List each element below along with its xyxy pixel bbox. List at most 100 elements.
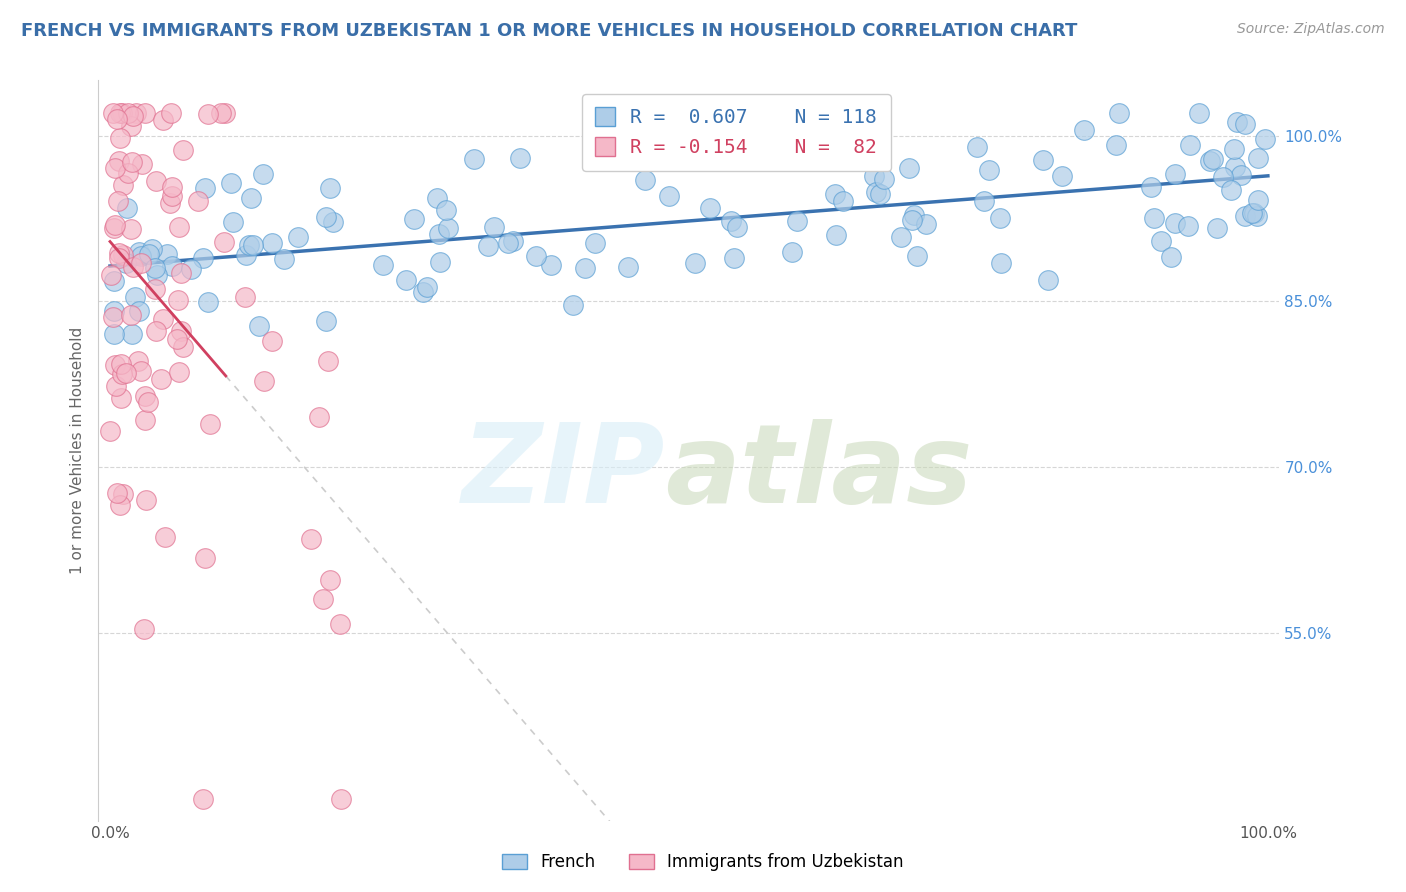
Point	[235, 248, 257, 262]
Point	[502, 234, 524, 248]
Point	[111, 367, 134, 381]
Point	[152, 113, 174, 128]
Point	[990, 256, 1012, 270]
Point	[1202, 152, 1225, 166]
Point	[160, 106, 183, 120]
Point	[170, 324, 193, 338]
Point	[191, 791, 214, 805]
Point	[131, 364, 153, 378]
Point	[463, 152, 485, 166]
Point	[658, 189, 681, 203]
Point	[988, 211, 1011, 225]
Point	[141, 242, 163, 256]
Point	[117, 106, 139, 120]
Point	[180, 262, 202, 277]
Point	[315, 314, 337, 328]
Point	[104, 358, 127, 372]
Point	[865, 186, 887, 200]
Point	[125, 106, 148, 120]
Point	[221, 214, 243, 228]
Point	[138, 247, 160, 261]
Point	[143, 260, 166, 275]
Point	[160, 260, 183, 274]
Point	[725, 219, 748, 234]
Point	[824, 186, 846, 201]
Point	[110, 357, 132, 371]
Text: ZIP: ZIP	[461, 419, 665, 526]
Point	[120, 222, 142, 236]
Point	[145, 324, 167, 338]
Point	[260, 334, 283, 349]
Point	[107, 194, 129, 208]
Point	[103, 220, 125, 235]
Point	[394, 273, 416, 287]
Point	[524, 249, 547, 263]
Point	[1073, 122, 1095, 136]
Point	[1243, 206, 1265, 220]
Point	[117, 166, 139, 180]
Point	[110, 498, 132, 512]
Point	[110, 391, 132, 405]
Point	[134, 389, 156, 403]
Point	[197, 294, 219, 309]
Point	[416, 280, 439, 294]
Point	[101, 310, 124, 324]
Point	[107, 246, 129, 260]
Point	[173, 340, 195, 354]
Point	[329, 617, 352, 632]
Point	[120, 119, 142, 133]
Point	[209, 106, 232, 120]
Point	[683, 256, 706, 270]
Y-axis label: 1 or more Vehicles in Household: 1 or more Vehicles in Household	[69, 326, 84, 574]
Point	[979, 162, 1001, 177]
Point	[100, 268, 122, 283]
Point	[167, 293, 190, 308]
Point	[723, 251, 745, 265]
Point	[121, 260, 143, 274]
Point	[121, 327, 143, 342]
Point	[194, 181, 217, 195]
Point	[127, 354, 149, 368]
Point	[172, 143, 194, 157]
Point	[1199, 154, 1222, 169]
Point	[167, 365, 190, 379]
Point	[135, 493, 157, 508]
Point	[318, 181, 340, 195]
Point	[373, 258, 395, 272]
Point	[1163, 167, 1185, 181]
Point	[156, 247, 179, 261]
Point	[122, 109, 145, 123]
Point	[903, 208, 925, 222]
Point	[287, 230, 309, 244]
Point	[214, 106, 236, 120]
Point	[616, 260, 638, 274]
Point	[247, 318, 270, 333]
Point	[869, 187, 891, 202]
Point	[120, 308, 142, 322]
Point	[634, 173, 657, 187]
Point	[1142, 211, 1164, 225]
Point	[212, 235, 235, 250]
Point	[103, 274, 125, 288]
Point	[160, 189, 183, 203]
Point	[262, 235, 284, 250]
Point	[1233, 209, 1256, 223]
Point	[103, 327, 125, 342]
Point	[253, 374, 276, 388]
Point	[322, 214, 344, 228]
Point	[112, 487, 135, 501]
Point	[104, 219, 127, 233]
Point	[134, 412, 156, 426]
Point	[1032, 153, 1054, 167]
Point	[412, 285, 434, 300]
Point	[104, 161, 127, 175]
Point	[315, 211, 337, 225]
Point	[112, 178, 135, 193]
Point	[108, 106, 131, 120]
Point	[1188, 106, 1211, 120]
Point	[901, 213, 924, 227]
Point	[108, 130, 131, 145]
Point	[121, 155, 143, 169]
Point	[100, 424, 122, 438]
Point	[145, 268, 167, 282]
